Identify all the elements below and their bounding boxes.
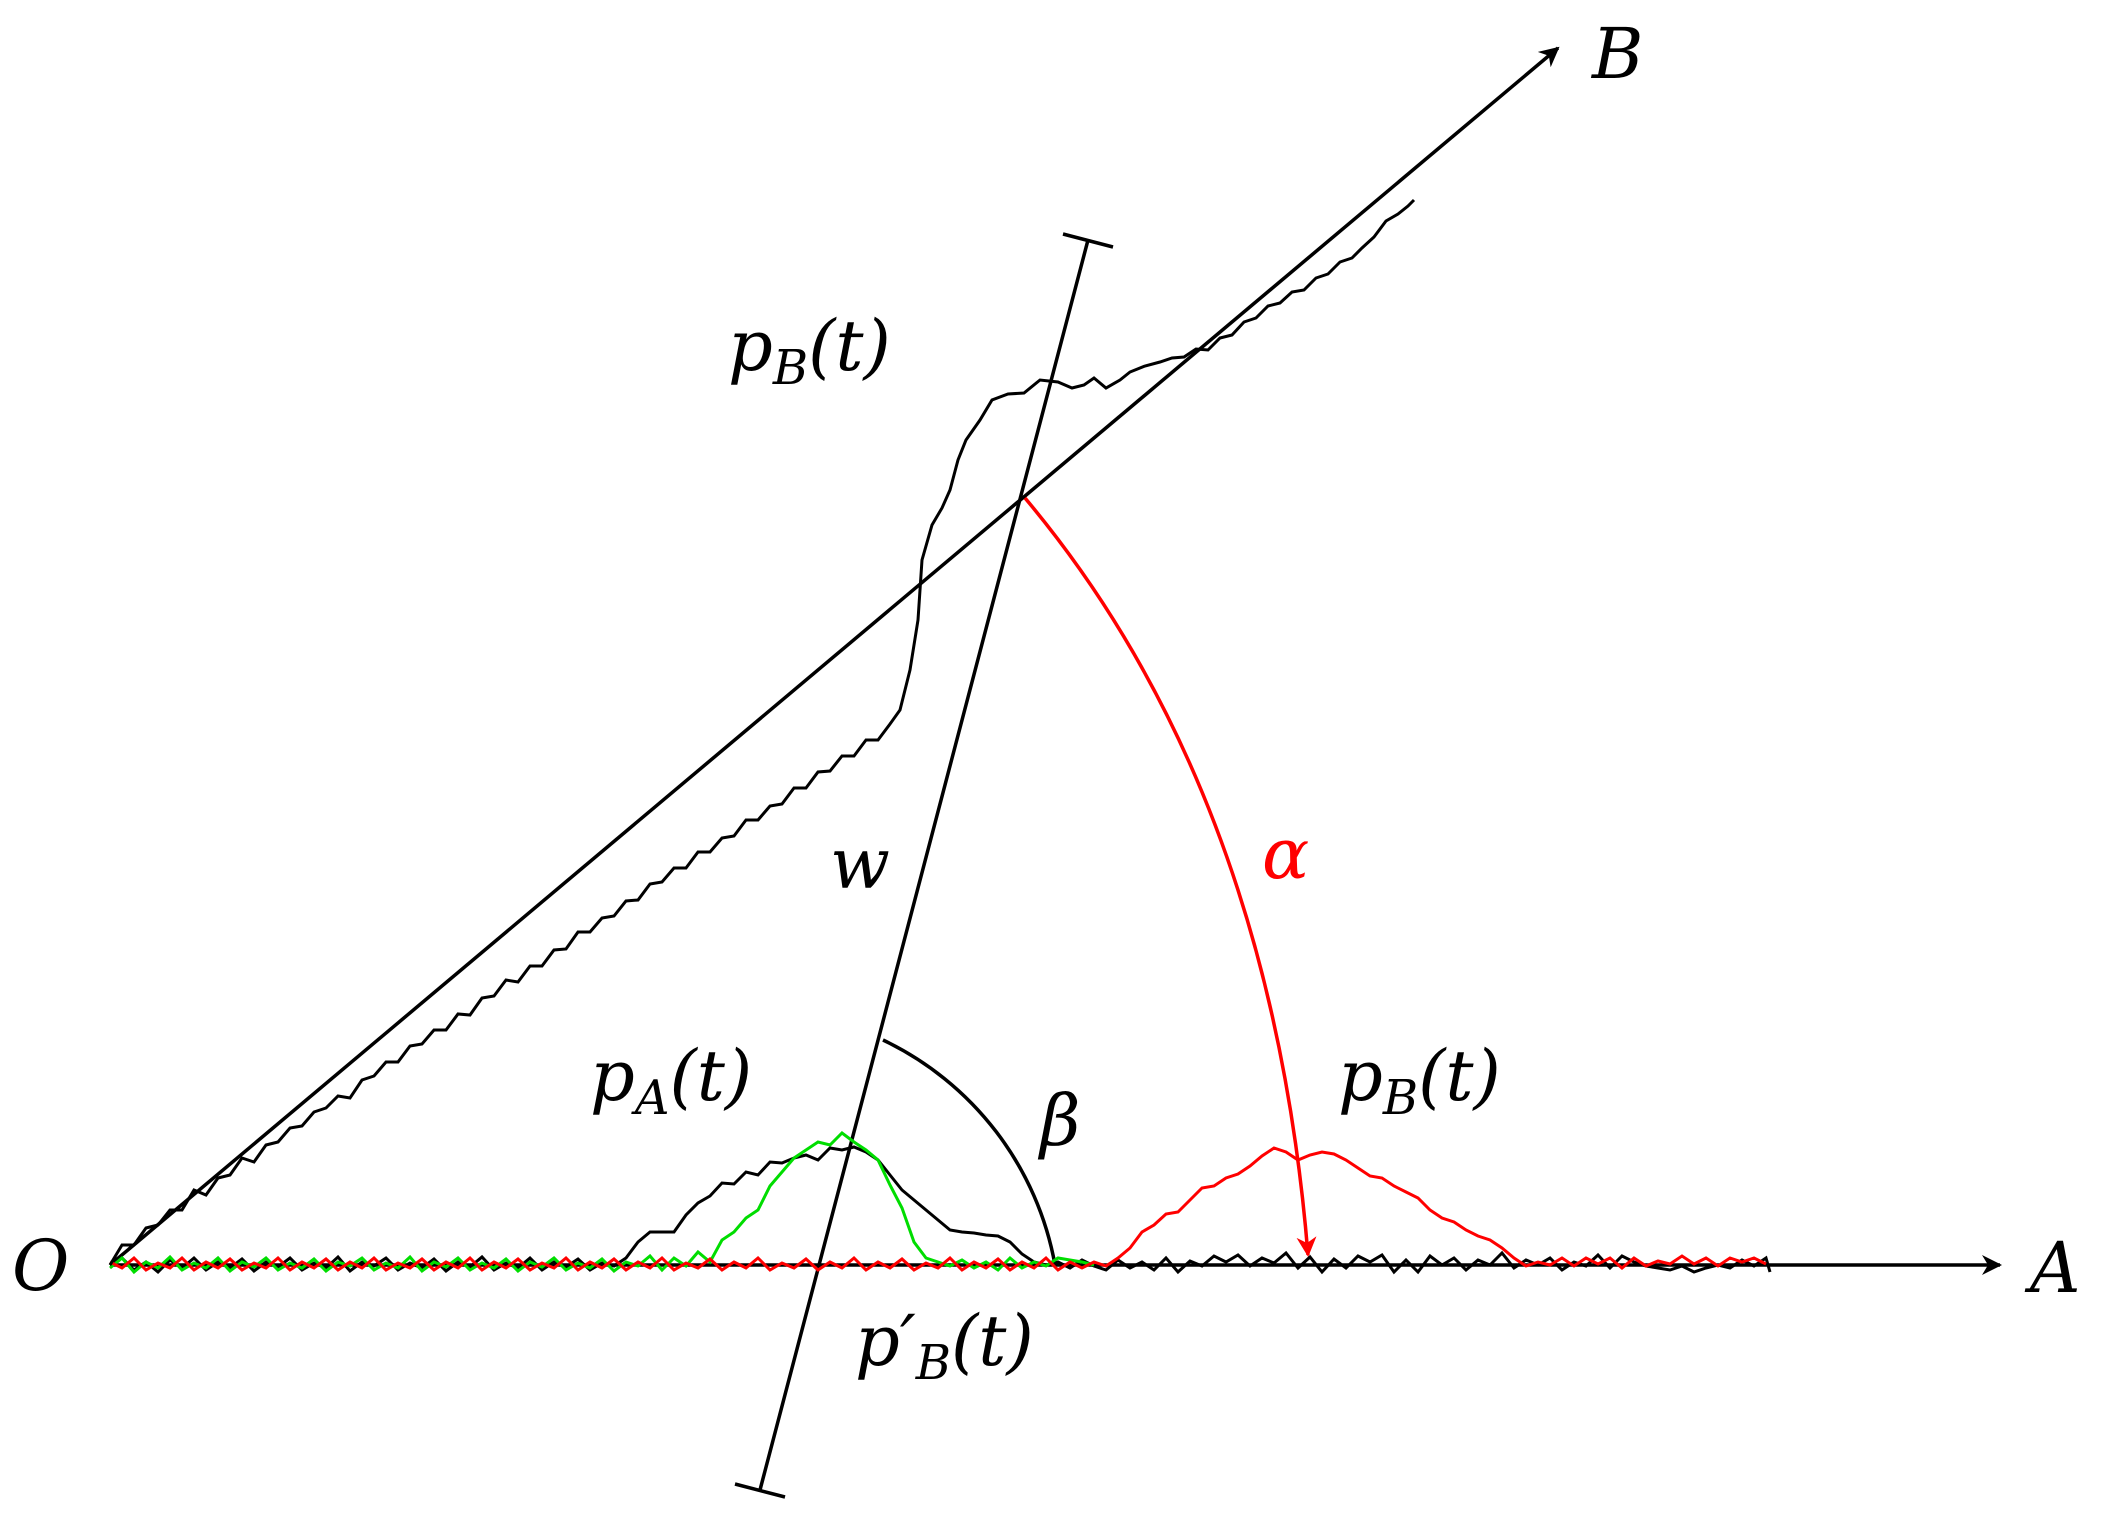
w-label: w <box>830 823 890 905</box>
axis-a-label: A <box>2024 1227 2081 1309</box>
projection-original-black <box>108 198 1416 1266</box>
w-end-tick-top <box>1062 232 1114 249</box>
alpha-label: α <box>1262 813 1309 895</box>
p-b-top-label: pB(t) <box>728 305 891 396</box>
origin-label: O <box>12 1225 69 1307</box>
projection-rotated-red <box>109 1146 1767 1272</box>
alpha-arc <box>1023 496 1317 1257</box>
projection-target-green <box>109 1131 1095 1275</box>
w-line <box>758 239 1090 1491</box>
p-a-label: pA(t) <box>590 1035 752 1126</box>
baseline-noise-black <box>109 1145 1772 1275</box>
axis-b-line <box>108 46 1560 1267</box>
w-end-tick-bottom <box>734 1482 786 1499</box>
axis-b-label: B <box>1590 13 1643 95</box>
beta-arc <box>882 1038 1057 1266</box>
beta-label: β <box>1037 1080 1080 1162</box>
p-prime-b-label: p′B(t) <box>855 1300 1034 1391</box>
p-b-right-label: pB(t) <box>1338 1035 1501 1126</box>
